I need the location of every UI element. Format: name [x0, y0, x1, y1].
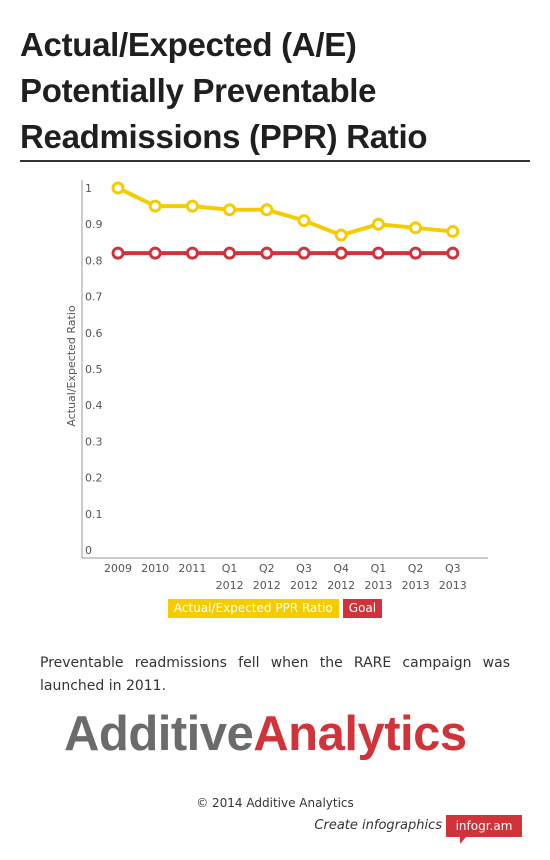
x-tick-label: Q3 2012 [290, 562, 318, 592]
data-point-actual-expected-ppr-ratio [409, 221, 423, 235]
chart-axes [81, 180, 488, 559]
y-tick-label: 0.1 [85, 508, 103, 521]
chart-legend: Actual/Expected PPR Ratio Goal [0, 599, 550, 618]
data-point-goal [409, 246, 423, 260]
data-point-goal [148, 246, 162, 260]
create-infographics-link[interactable]: Create infographics [314, 818, 442, 833]
data-point-actual-expected-ppr-ratio [260, 203, 274, 217]
x-tick-label: Q2 2013 [402, 562, 430, 592]
x-tick-label: Q3 2013 [439, 562, 467, 592]
y-axis-label: Actual/Expected Ratio [65, 305, 78, 426]
data-point-goal [371, 246, 385, 260]
data-point-goal [223, 246, 237, 260]
series-line-actual-expected-ppr-ratio [117, 186, 453, 238]
data-point-actual-expected-ppr-ratio [297, 214, 311, 228]
logo-part-analytics: Analytics [253, 707, 467, 761]
additive-analytics-logo: AdditiveAnalytics [64, 706, 467, 762]
x-tick-label: Q1 2012 [216, 562, 244, 592]
data-point-actual-expected-ppr-ratio [185, 199, 199, 213]
infogram-badge[interactable]: infogr.am [446, 815, 522, 837]
y-tick-label: 0.2 [85, 472, 103, 485]
x-tick-label: 2009 [104, 562, 132, 575]
y-tick-label: 0.8 [85, 254, 103, 267]
data-point-goal [185, 246, 199, 260]
data-point-goal [334, 246, 348, 260]
data-point-actual-expected-ppr-ratio [148, 199, 162, 213]
x-tick-label: 2010 [141, 562, 169, 575]
chart-series [111, 181, 460, 260]
data-point-actual-expected-ppr-ratio [446, 224, 460, 238]
data-point-goal [260, 246, 274, 260]
x-tick-label: Q1 2013 [364, 562, 392, 592]
x-tick-label: Q2 2012 [253, 562, 281, 592]
y-tick-label: 0.4 [85, 399, 103, 412]
data-point-actual-expected-ppr-ratio [223, 203, 237, 217]
line-chart: 00.10.20.30.40.50.60.70.80.91 2009 2010 20… [65, 180, 488, 592]
data-point-actual-expected-ppr-ratio [111, 181, 125, 195]
x-axis-ticks: 2009 2010 2011 Q1 2012 Q2 2012 Q3 2012 Q4 2012 Q1 20… [104, 562, 467, 592]
copyright-text: © 2014 Additive Analytics [196, 796, 354, 810]
infogram-badge-tail [460, 837, 466, 844]
y-tick-label: 0.6 [85, 327, 103, 340]
x-tick-label: Q4 2012 [327, 562, 355, 592]
logo-part-additive: Additive [64, 707, 254, 761]
title-divider [20, 160, 530, 162]
y-tick-label: 0.3 [85, 435, 103, 448]
chart-description: Preventable readmissions fell when the R… [40, 655, 510, 694]
data-point-actual-expected-ppr-ratio [334, 228, 348, 242]
data-point-goal [446, 246, 460, 260]
data-point-goal [111, 246, 125, 260]
chart-title: Actual/Expected (A/E) Potentially Preven… [20, 26, 428, 155]
data-point-goal [297, 246, 311, 260]
y-tick-label: 0.5 [85, 363, 103, 376]
y-tick-label: 0.7 [85, 291, 103, 304]
data-point-actual-expected-ppr-ratio [371, 217, 385, 231]
x-tick-label: 2011 [178, 562, 206, 575]
y-axis-ticks: 0 0.1 0.2 0.3 0.4 0.5 0.6 0.7 0.8 0.9 1 [85, 182, 103, 557]
legend-item-actual-expected[interactable]: Actual/Expected PPR Ratio [167, 599, 339, 618]
legend-item-goal[interactable]: Goal [342, 599, 383, 618]
y-tick-label: 0.9 [85, 218, 103, 231]
y-tick-label: 0 [85, 544, 92, 557]
y-tick-label: 1 [85, 182, 92, 195]
